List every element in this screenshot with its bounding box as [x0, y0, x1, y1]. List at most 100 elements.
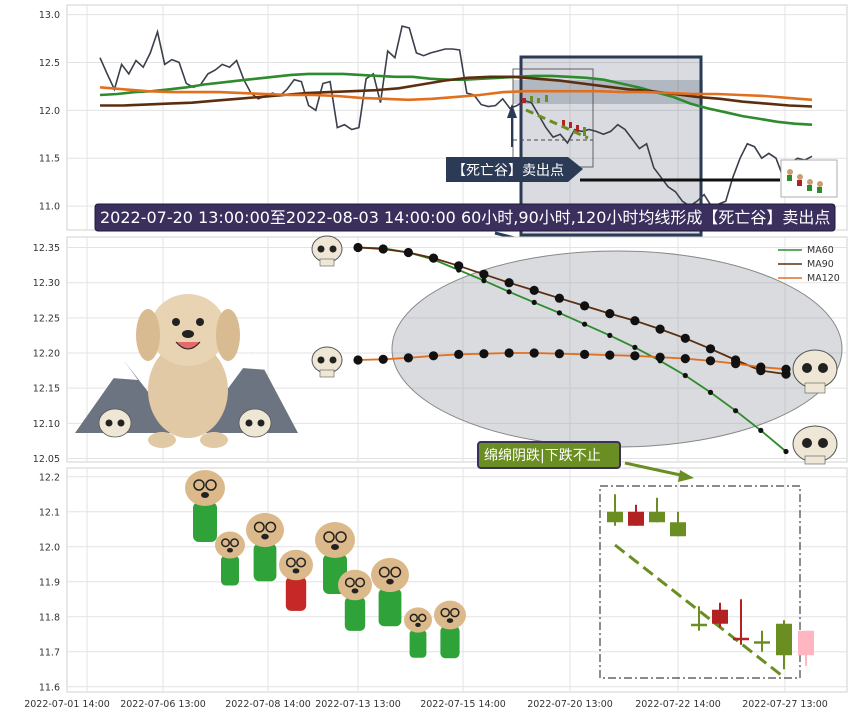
decline-label: 绵绵阴跌|下跌不止: [477, 441, 621, 469]
data-point: [428, 253, 439, 263]
data-point: [378, 244, 388, 254]
data-point: [655, 324, 665, 334]
series-line-ma120: [99, 86, 813, 102]
candle-body: [607, 511, 623, 523]
candle-body: [649, 511, 665, 523]
dog-head-icon: [371, 557, 409, 593]
dog-body: [344, 596, 366, 631]
y-tick-label: 12.20: [33, 349, 60, 360]
dog-body: [378, 588, 402, 627]
data-point: [454, 261, 464, 271]
data-point: [781, 364, 791, 374]
candle-body: [712, 609, 728, 624]
data-point: [504, 278, 514, 288]
x-tick-label: 2022-07-20 13:00: [527, 699, 613, 710]
dog-nose-icon: [415, 622, 421, 628]
y-tick-label: 12.5: [39, 58, 60, 69]
y-tick-label: 11.9: [39, 577, 60, 588]
glasses-icon: [285, 557, 296, 568]
data-point: [705, 344, 716, 354]
dog-body: [285, 576, 307, 611]
dog-nose-icon: [227, 548, 233, 553]
mini-candles: [522, 95, 589, 140]
y-tick-label: 11.5: [39, 154, 60, 165]
dog-body: [221, 555, 239, 586]
series-line-ma90: [100, 75, 813, 108]
glasses-icon: [344, 577, 355, 588]
glasses-icon: [221, 538, 230, 548]
data-point: [582, 321, 588, 327]
y-tick-label: 11.8: [39, 612, 60, 623]
dog-nose-icon: [331, 544, 339, 550]
legend-ma90: MA90: [807, 259, 834, 270]
candle-body: [670, 522, 686, 537]
convergence-ellipse: [391, 250, 843, 448]
candle-body: [754, 641, 770, 644]
data-point: [554, 349, 565, 359]
data-point: [580, 349, 590, 359]
data-point: [378, 354, 388, 364]
dog-nose-icon: [446, 618, 454, 623]
data-point: [630, 316, 640, 326]
data-point: [655, 352, 665, 362]
x-tick-label: 2022-07-22 14:00: [635, 699, 721, 710]
dog-body: [409, 629, 427, 658]
y-tick-label: 12.0: [39, 542, 60, 553]
top-price-panel: 13.0 12.5 12.0 11.5 11.0 【死亡谷】卖出点: [39, 4, 848, 237]
dog-nose-icon: [292, 568, 300, 574]
glasses-icon: [409, 613, 419, 623]
data-point: [605, 309, 615, 319]
data-point: [605, 350, 615, 360]
glasses-icon: [265, 521, 277, 533]
x-tick-label: 2022-07-27 13:00: [742, 699, 828, 710]
candle-body: [628, 511, 644, 526]
candle-body: [798, 630, 814, 656]
skull-icon: [792, 425, 838, 465]
data-point: [632, 344, 638, 350]
data-point: [707, 389, 714, 395]
candle-body: [733, 637, 749, 641]
dog-body: [440, 626, 460, 659]
data-point: [682, 372, 688, 379]
dog-head-icon: [246, 512, 284, 548]
y-tick-label: 12.15: [33, 384, 60, 395]
y-tick-label: 12.0: [39, 106, 60, 117]
data-point: [556, 310, 563, 316]
data-point: [783, 448, 789, 455]
decline-label-text: 绵绵阴跌|下跌不止: [484, 447, 601, 464]
dog-nose-icon: [201, 492, 209, 498]
data-point: [529, 285, 539, 295]
poodle-mountain-illustration: [75, 294, 298, 448]
data-point: [428, 351, 439, 361]
candle-zoom-frame: [599, 485, 801, 679]
y-tick-label: 12.25: [33, 313, 60, 324]
data-point: [506, 289, 512, 295]
data-point: [403, 247, 413, 258]
bottom-candle-panel: 12.2 12.1 12.0 11.9 11.8 11.7 11.6 2022-07-01 …: [24, 441, 848, 710]
glasses-icon: [296, 557, 307, 568]
data-point: [756, 362, 766, 372]
glasses-icon: [417, 613, 427, 623]
data-point: [554, 293, 565, 303]
y-tick-label: 12.10: [33, 419, 60, 430]
x-tick-label: 2022-07-15 14:00: [420, 699, 506, 710]
glasses-icon: [193, 479, 205, 491]
data-point: [529, 348, 539, 358]
dog-head-icon: [215, 531, 245, 559]
glasses-icon: [230, 538, 239, 548]
dog-nose-icon: [261, 533, 269, 540]
marching-dogs-illustration: [185, 470, 466, 659]
x-tick-label: 2022-07-06 13:00: [120, 699, 206, 710]
data-point: [479, 349, 489, 359]
data-point: [479, 269, 489, 279]
glasses-icon: [335, 531, 347, 543]
glasses-icon: [440, 607, 450, 618]
data-point: [731, 359, 741, 369]
glasses-icon: [450, 607, 460, 618]
candle-body: [776, 623, 792, 656]
legend-ma60: MA60: [807, 245, 834, 256]
data-point: [504, 348, 514, 358]
glasses-icon: [253, 521, 265, 533]
y-tick-label: 11.6: [39, 682, 60, 693]
